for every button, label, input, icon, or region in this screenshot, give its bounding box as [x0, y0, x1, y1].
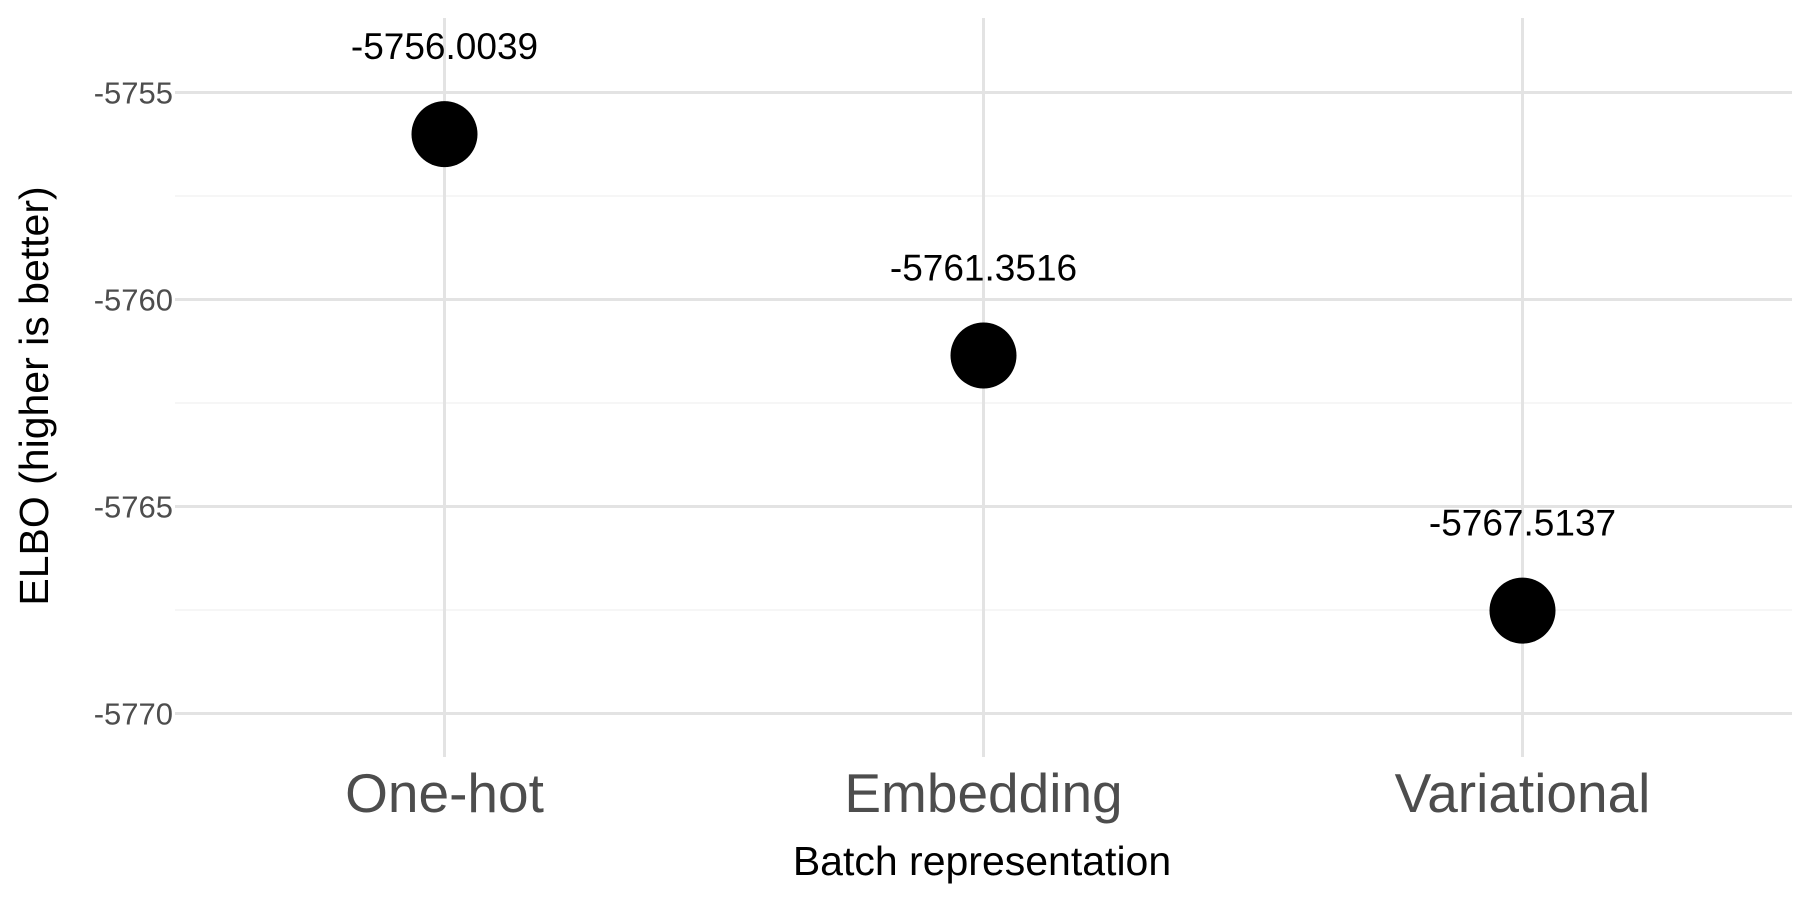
- x-axis-title: Batch representation: [793, 838, 1171, 884]
- y-axis-title: ELBO (higher is better): [11, 186, 57, 605]
- x-axis-ticks: One-hot Embedding Variational: [345, 762, 1650, 824]
- y-tick-label: -5760: [94, 283, 173, 318]
- x-tick-label: Variational: [1395, 762, 1651, 824]
- y-tick-label: -5770: [94, 697, 173, 732]
- data-label: -5756.0039: [351, 26, 538, 67]
- y-tick-label: -5755: [94, 76, 173, 111]
- data-point: [950, 322, 1017, 389]
- data-point: [411, 101, 478, 168]
- y-axis-ticks: -5755 -5760 -5765 -5770: [94, 76, 173, 732]
- data-labels: -5756.0039 -5761.3516 -5767.5137: [351, 26, 1616, 544]
- x-tick-label: Embedding: [844, 762, 1122, 824]
- x-tick-label: One-hot: [345, 762, 544, 824]
- data-point: [1489, 577, 1556, 644]
- data-label: -5761.3516: [890, 247, 1077, 288]
- data-points: [411, 101, 1556, 644]
- data-label: -5767.5137: [1429, 503, 1616, 544]
- y-tick-label: -5765: [94, 490, 173, 525]
